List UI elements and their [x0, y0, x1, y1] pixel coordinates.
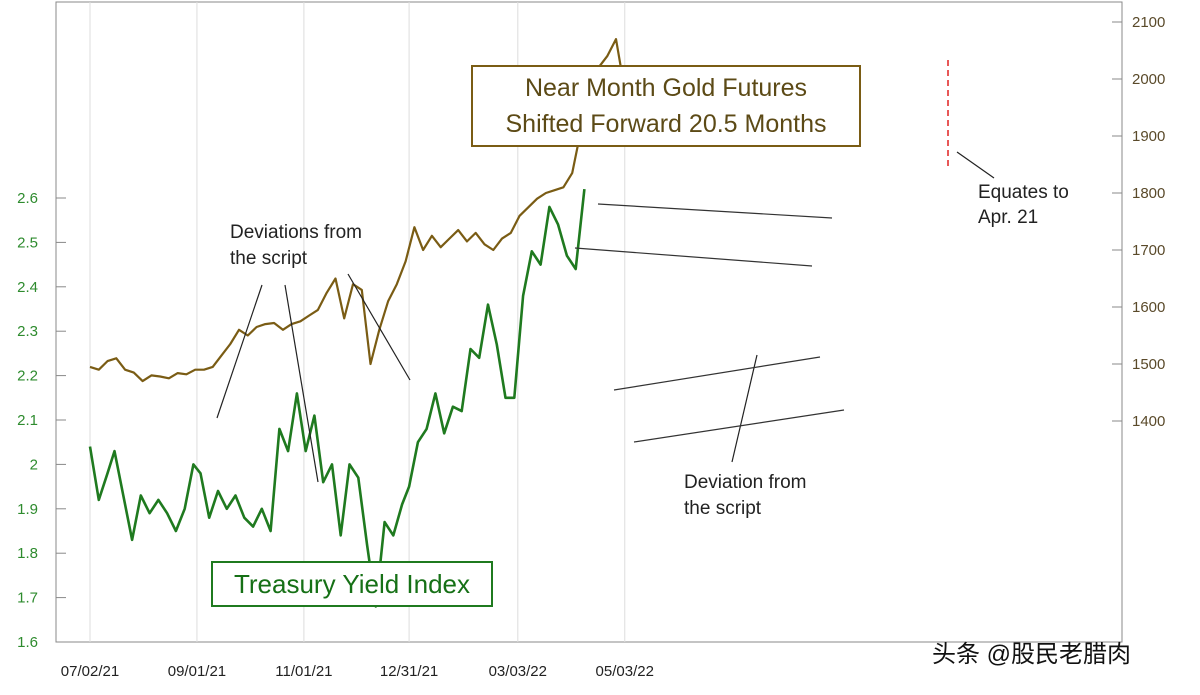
- left-tick-label: 2.3: [17, 323, 38, 340]
- pointer-line: [731, 354, 758, 463]
- x-tick-label: 09/01/21: [168, 663, 226, 680]
- x-tick-label: 12/31/21: [380, 663, 438, 680]
- deviations-label-line2: the script: [230, 248, 308, 269]
- pointer-line: [284, 284, 319, 483]
- gold-title-box: [471, 65, 861, 147]
- watermark: 头条 @股民老腊肉: [932, 641, 1131, 668]
- x-tick-label: 11/01/21: [275, 663, 332, 680]
- channel-line: [574, 247, 813, 267]
- right-tick-label: 1500: [1132, 356, 1165, 373]
- left-tick-label: 2.5: [17, 234, 38, 251]
- pointer-line: [956, 151, 995, 179]
- left-tick-label: 2: [30, 456, 38, 473]
- left-tick-label: 2.4: [17, 279, 38, 296]
- deviation-label-line2: the script: [684, 498, 762, 519]
- left-tick-label: 1.8: [17, 545, 38, 562]
- right-tick-label: 2000: [1132, 71, 1165, 88]
- channel-line: [597, 203, 833, 219]
- yield-title: Treasury Yield Index: [234, 569, 470, 599]
- right-axis-ticks: 1400 1500 1600 1700 1800 1900 2000 2100: [1112, 14, 1165, 430]
- gold-title-line1: Near Month Gold Futures: [525, 74, 807, 102]
- channel-line: [633, 409, 845, 443]
- x-tick-label: 03/03/22: [489, 663, 547, 680]
- x-tick-label: 07/02/21: [61, 663, 119, 680]
- x-tick-label: 05/03/22: [596, 663, 654, 680]
- x-axis-ticks: 07/02/21 09/01/21 11/01/21 12/31/21 03/03/22…: [61, 663, 654, 680]
- right-tick-label: 1400: [1132, 413, 1165, 430]
- channel-line: [613, 356, 821, 391]
- equates-label-line1: Equates to: [978, 182, 1069, 203]
- right-tick-label: 1800: [1132, 185, 1165, 202]
- right-tick-label: 1700: [1132, 242, 1165, 259]
- yield-title-box: [211, 561, 493, 607]
- pointer-line: [347, 273, 411, 381]
- left-tick-label: 1.9: [17, 501, 38, 518]
- right-tick-label: 1600: [1132, 299, 1165, 316]
- deviation-label-line1: Deviation from: [684, 472, 807, 493]
- right-tick-label: 1900: [1132, 128, 1165, 145]
- left-tick-label: 1.6: [17, 634, 38, 651]
- left-axis-ticks: 1.6 1.7 1.8 1.9 2 2.1 2.2 2.3 2.4 2.5 2.6: [17, 190, 66, 651]
- left-tick-label: 2.6: [17, 190, 38, 207]
- right-tick-label: 2100: [1132, 14, 1165, 31]
- pointer-line: [216, 284, 263, 419]
- left-tick-label: 2.2: [17, 368, 38, 385]
- equates-label-line2: Apr. 21: [978, 207, 1038, 228]
- treasury-yield-line: [88, 188, 586, 608]
- left-tick-label: 1.7: [17, 590, 38, 607]
- left-tick-label: 2.1: [17, 412, 38, 429]
- gold-title-line2: Shifted Forward 20.5 Months: [506, 110, 827, 138]
- deviations-label-line1: Deviations from: [230, 222, 362, 243]
